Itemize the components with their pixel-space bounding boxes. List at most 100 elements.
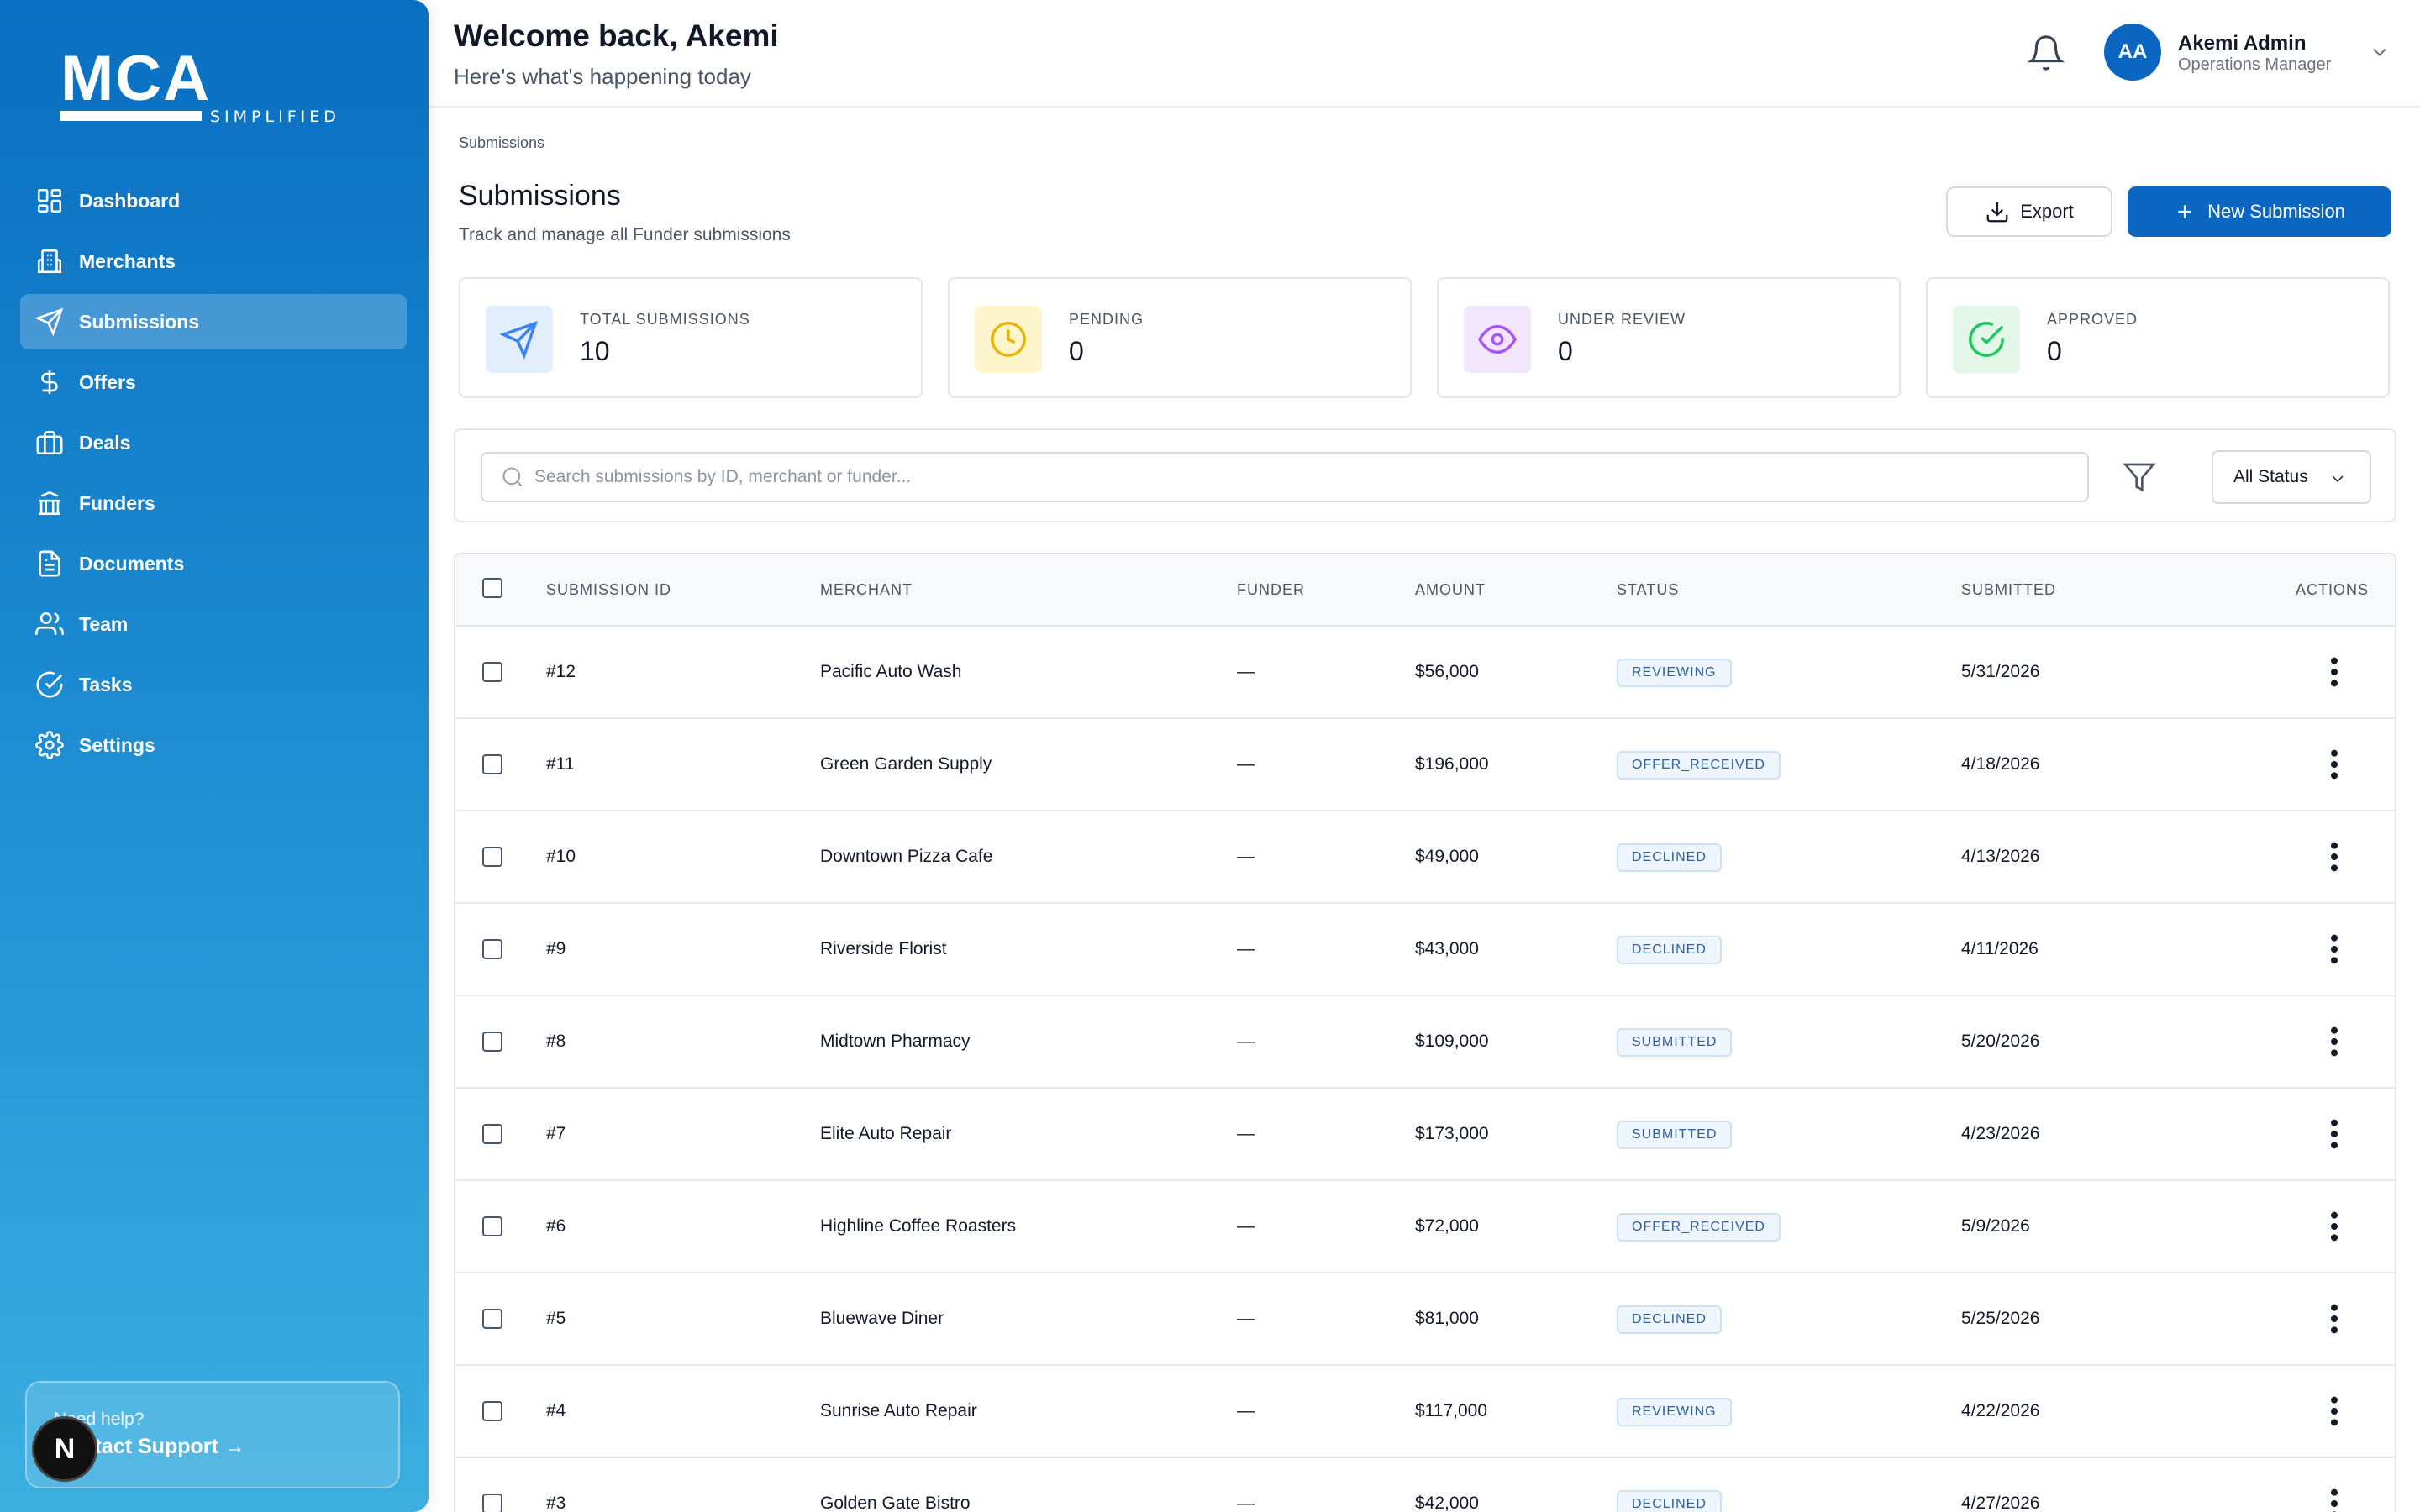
row-checkbox[interactable] bbox=[482, 847, 502, 867]
more-vertical-icon[interactable] bbox=[2326, 1394, 2343, 1428]
more-vertical-icon[interactable] bbox=[2326, 1117, 2343, 1151]
table-row[interactable]: #9 Riverside Florist — $43,000 DECLINED 4/11/… bbox=[455, 904, 2395, 996]
sidebar-item-dashboard[interactable]: Dashboard bbox=[20, 173, 407, 228]
stat-icon-box bbox=[1464, 306, 1531, 373]
cell-merchant[interactable]: Bluewave Diner bbox=[820, 1309, 944, 1328]
row-checkbox[interactable] bbox=[482, 1494, 502, 1512]
table-row[interactable]: #12 Pacific Auto Wash — $56,000 REVIEWING 5/3… bbox=[455, 627, 2395, 719]
cell-merchant[interactable]: Highline Coffee Roasters bbox=[820, 1216, 1017, 1236]
header-funder[interactable]: FUNDER bbox=[1237, 581, 1305, 598]
cell-submission-id[interactable]: #8 bbox=[546, 1032, 566, 1051]
avatar[interactable]: AA bbox=[2104, 24, 2161, 81]
table-row[interactable]: #5 Bluewave Diner — $81,000 DECLINED 5/25/202… bbox=[455, 1273, 2395, 1366]
header-submission-id[interactable]: SUBMISSION ID bbox=[546, 581, 672, 598]
row-checkbox[interactable] bbox=[482, 1124, 502, 1144]
cell-submission-id[interactable]: #7 bbox=[546, 1124, 566, 1143]
header-merchant[interactable]: MERCHANT bbox=[820, 581, 913, 598]
table-row[interactable]: #7 Elite Auto Repair — $173,000 SUBMITTED 4/2… bbox=[455, 1089, 2395, 1181]
more-vertical-icon[interactable] bbox=[2326, 1302, 2343, 1336]
stat-label: TOTAL SUBMISSIONS bbox=[580, 311, 750, 328]
send-icon bbox=[35, 307, 64, 336]
cell-submission-id[interactable]: #9 bbox=[546, 939, 566, 958]
sidebar-item-team[interactable]: Team bbox=[20, 596, 407, 652]
more-vertical-icon[interactable] bbox=[2326, 748, 2343, 781]
row-checkbox[interactable] bbox=[482, 1401, 502, 1421]
select-all-checkbox[interactable] bbox=[482, 578, 502, 598]
sidebar-item-tasks[interactable]: Tasks bbox=[20, 657, 407, 712]
row-checkbox[interactable] bbox=[482, 662, 502, 682]
logo[interactable]: MCA SIMPLIFIED bbox=[60, 47, 336, 126]
header-amount[interactable]: AMOUNT bbox=[1415, 581, 1486, 598]
chevron-down-icon[interactable] bbox=[2368, 40, 2391, 64]
cell-amount: $42,000 bbox=[1415, 1494, 1479, 1512]
table-row[interactable]: #3 Golden Gate Bistro — $42,000 DECLINED 4/27… bbox=[455, 1458, 2395, 1512]
cell-submitted: 4/11/2026 bbox=[1961, 939, 2039, 958]
more-vertical-icon[interactable] bbox=[2326, 1210, 2343, 1243]
more-vertical-icon[interactable] bbox=[2326, 1025, 2343, 1058]
building-icon bbox=[37, 249, 62, 274]
row-checkbox[interactable] bbox=[482, 1032, 502, 1052]
row-checkbox[interactable] bbox=[482, 1309, 502, 1329]
sidebar-item-documents[interactable]: Documents bbox=[20, 536, 407, 591]
cell-funder: — bbox=[1237, 1494, 1255, 1512]
cell-submission-id[interactable]: #3 bbox=[546, 1494, 566, 1512]
clock-icon bbox=[991, 322, 1026, 357]
status-badge: DECLINED bbox=[1617, 843, 1722, 872]
more-vertical-icon[interactable] bbox=[2326, 932, 2343, 966]
header-status[interactable]: STATUS bbox=[1617, 581, 1680, 598]
search-input[interactable] bbox=[534, 467, 2047, 487]
table-row[interactable]: #4 Sunrise Auto Repair — $117,000 REVIEWING 4… bbox=[455, 1366, 2395, 1458]
eye-icon bbox=[1478, 324, 1517, 354]
cell-merchant[interactable]: Pacific Auto Wash bbox=[820, 662, 962, 681]
sidebar-item-merchants[interactable]: Merchants bbox=[20, 234, 407, 289]
sidebar-item-funders[interactable]: Funders bbox=[20, 475, 407, 531]
document-icon bbox=[39, 550, 60, 577]
row-checkbox[interactable] bbox=[482, 754, 502, 774]
cell-merchant[interactable]: Riverside Florist bbox=[820, 939, 947, 958]
cell-amount: $43,000 bbox=[1415, 939, 1479, 958]
cell-amount: $173,000 bbox=[1415, 1124, 1489, 1143]
sidebar-item-settings[interactable]: Settings bbox=[20, 717, 407, 773]
breadcrumb[interactable]: Submissions bbox=[459, 134, 545, 151]
sidebar-item-offers[interactable]: Offers bbox=[20, 354, 407, 410]
cell-amount: $56,000 bbox=[1415, 662, 1479, 681]
cell-merchant[interactable]: Midtown Pharmacy bbox=[820, 1032, 971, 1051]
cell-submission-id[interactable]: #10 bbox=[546, 847, 576, 866]
bell-icon[interactable] bbox=[2027, 34, 2065, 72]
dev-tools-badge[interactable]: N bbox=[32, 1416, 97, 1482]
sidebar-item-deals[interactable]: Deals bbox=[20, 415, 407, 470]
table-row[interactable]: #6 Highline Coffee Roasters — $72,000 OFFER_… bbox=[455, 1181, 2395, 1273]
cell-submission-id[interactable]: #4 bbox=[546, 1401, 566, 1420]
more-vertical-icon[interactable] bbox=[2326, 840, 2343, 874]
sidebar-item-submissions[interactable]: Submissions bbox=[20, 294, 407, 349]
row-checkbox[interactable] bbox=[482, 1216, 502, 1236]
user-name[interactable]: Akemi Admin bbox=[2178, 32, 2307, 55]
cell-submission-id[interactable]: #11 bbox=[546, 754, 575, 774]
more-vertical-icon[interactable] bbox=[2326, 1487, 2343, 1512]
new-submission-button[interactable]: New Submission bbox=[2128, 186, 2391, 237]
status-filter-select[interactable]: All Status bbox=[2212, 450, 2371, 504]
cell-submission-id[interactable]: #6 bbox=[546, 1216, 566, 1236]
stat-icon-box bbox=[1953, 306, 2020, 373]
cell-merchant[interactable]: Elite Auto Repair bbox=[820, 1124, 952, 1143]
cell-submission-id[interactable]: #5 bbox=[546, 1309, 566, 1328]
header-submitted[interactable]: SUBMITTED bbox=[1961, 581, 2057, 598]
table-row[interactable]: #10 Downtown Pizza Cafe — $49,000 DECLINED 4/… bbox=[455, 811, 2395, 904]
sidebar-item-label: Documents bbox=[79, 552, 185, 575]
cell-merchant[interactable]: Golden Gate Bistro bbox=[820, 1494, 971, 1512]
table-row[interactable]: #8 Midtown Pharmacy — $109,000 SUBMITTED 5/20… bbox=[455, 996, 2395, 1089]
cell-merchant[interactable]: Downtown Pizza Cafe bbox=[820, 847, 993, 866]
user-role: Operations Manager bbox=[2178, 55, 2332, 74]
more-vertical-icon[interactable] bbox=[2326, 655, 2343, 689]
table-row[interactable]: #11 Green Garden Supply — $196,000 OFFER_REC… bbox=[455, 719, 2395, 811]
cell-amount: $72,000 bbox=[1415, 1216, 1479, 1236]
cell-merchant[interactable]: Green Garden Supply bbox=[820, 754, 992, 774]
export-button[interactable]: Export bbox=[1946, 186, 2112, 237]
cell-merchant[interactable]: Sunrise Auto Repair bbox=[820, 1401, 977, 1420]
table-header: SUBMISSION ID MERCHANT FUNDER AMOUNT STA… bbox=[455, 554, 2395, 627]
cell-submission-id[interactable]: #12 bbox=[546, 662, 576, 681]
cell-funder: — bbox=[1237, 1124, 1255, 1143]
filter-icon[interactable] bbox=[2123, 460, 2156, 494]
row-checkbox[interactable] bbox=[482, 939, 502, 959]
sidebar-nav: Dashboard Merchants Submissions Offers D… bbox=[20, 173, 407, 778]
